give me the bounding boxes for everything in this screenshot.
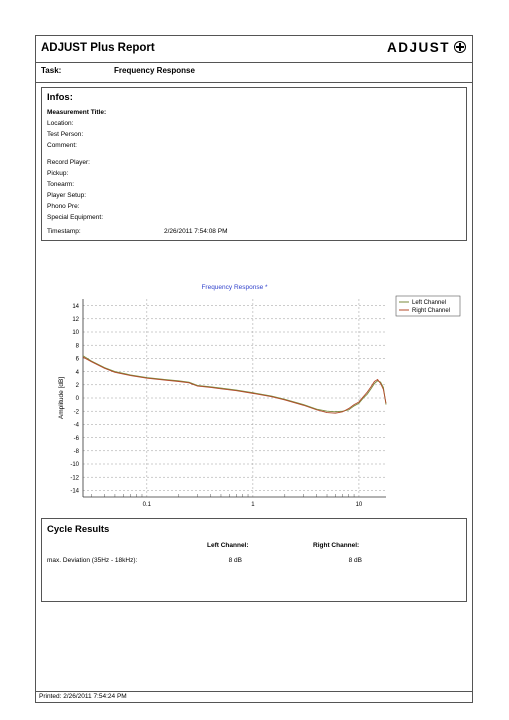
y-tick-label: -10 [70,462,79,468]
y-tick-label: 6 [76,357,80,363]
y-tick-label: 12 [72,317,79,323]
brand-logo: ADJUST [387,40,466,55]
report-header: ADJUST Plus Report ADJUST [36,36,472,63]
test-person-label: Test Person: [47,131,84,138]
y-tick-label: -14 [70,489,79,495]
crosshair-icon [454,41,466,53]
series-line-left-channel [82,355,387,413]
results-title: Cycle Results [47,524,110,535]
printed-timestamp: Printed: 2/26/2011 7:54:24 PM [39,693,127,700]
max-deviation-label: max. Deviation (35Hz - 18kHz): [47,557,138,564]
y-tick-label: -8 [74,449,80,455]
y-tick-label: 4 [76,370,80,376]
y-tick-label: 2 [76,383,80,389]
chart-title: Frequency Response * [201,284,268,291]
location-label: Location: [47,120,74,127]
report-footer: Printed: 2/26/2011 7:54:24 PM [36,691,472,702]
right-deviation-value: 8 dB [348,557,362,564]
right-channel-header: Right Channel: [313,542,360,549]
task-row: Task: Frequency Response [36,62,472,83]
cycle-results-section: Cycle Results Left Channel: Right Channe… [41,518,467,602]
chart-svg: Frequency Response * 14 12 10 8 6 4 2 0 -2 -4 -6 -8 -… [58,284,461,518]
x-tick-label: 10 [356,502,363,506]
y-tick-label: -12 [70,475,79,481]
y-tick-label: -6 [74,436,80,442]
tonearm-label: Tonearm: [47,181,75,188]
x-tick-label: 1 [251,502,255,506]
player-setup-label: Player Setup: [47,192,87,199]
left-channel-header: Left Channel: [207,542,249,549]
phono-pre-label: Phono Pre: [47,203,80,210]
report-title: ADJUST Plus Report [41,42,155,54]
y-axis-label: Amplitude [dB] [58,377,65,419]
y-tick-label: 8 [76,343,80,349]
timestamp-value: 2/26/2011 7:54:08 PM [164,228,228,235]
record-player-label: Record Player: [47,159,90,166]
task-value: Frequency Response [114,66,195,75]
left-deviation-value: 8 dB [228,557,242,564]
infos-section: Infos: Measurement Title: Location: Test… [41,87,467,241]
y-tick-label: 14 [72,304,79,310]
task-label: Task: [41,66,62,75]
x-tick-label: 0.1 [143,502,152,506]
y-tick-label: -2 [74,409,80,415]
y-tick-label: 10 [72,330,79,336]
legend-label: Right Channel [412,308,450,314]
pickup-label: Pickup: [47,170,69,177]
series-line-right-channel [82,356,387,414]
y-tick-label: -4 [74,423,80,429]
infos-title: Infos: [47,92,73,103]
y-tick-label: 0 [76,396,80,402]
special-equipment-label: Special Equipment: [47,214,104,221]
chart-legend [395,295,461,317]
frequency-response-chart: Frequency Response * 14 12 10 8 6 4 2 0 -2 -4 -6 -8 -… [36,256,474,518]
timestamp-label: Timestamp: [47,228,81,235]
report-page: ADJUST Plus Report ADJUST Task: Frequenc… [35,35,473,703]
comment-label: Comment: [47,142,77,149]
measurement-title-label: Measurement Title: [47,109,107,116]
legend-label: Left Channel [412,300,446,306]
brand-name: ADJUST [386,40,450,55]
